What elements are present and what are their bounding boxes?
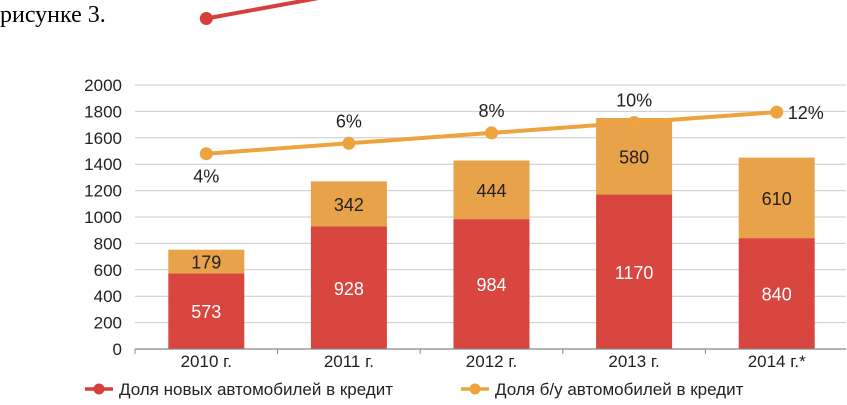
bar-new-cars bbox=[168, 273, 245, 349]
point-used-cars bbox=[485, 126, 498, 140]
pct-label-used-cars: 4% bbox=[193, 167, 219, 187]
y-tick-label: 600 bbox=[94, 261, 122, 280]
bar-label-used-cars: 610 bbox=[762, 189, 792, 209]
y-tick-label: 1800 bbox=[84, 102, 122, 121]
bar-label-new-cars: 984 bbox=[476, 275, 506, 295]
share-lines: 30%35%40%45%35%4%6%8%10%12% bbox=[188, 0, 824, 187]
bar-used-cars bbox=[168, 249, 245, 274]
bar-label-used-cars: 342 bbox=[334, 195, 364, 215]
pct-label-new-cars: 35% bbox=[788, 0, 824, 3]
y-tick-label: 1400 bbox=[84, 155, 122, 174]
pct-label-new-cars: 30% bbox=[188, 0, 224, 4]
x-tick-label: 2014 г.* bbox=[748, 352, 806, 371]
y-tick-label: 1200 bbox=[84, 182, 122, 201]
bar-new-cars bbox=[596, 194, 673, 349]
point-used-cars bbox=[199, 147, 213, 161]
pct-label-used-cars: 12% bbox=[788, 103, 824, 123]
bars: 573 179 928 342 984 444 1170 580 840 610 bbox=[168, 118, 815, 349]
legend: Доля новых автомобилей в кредит Доля б/у… bbox=[85, 380, 744, 399]
pct-label-used-cars: 6% bbox=[336, 111, 362, 131]
x-tick-label: 2012 г. bbox=[466, 352, 517, 371]
line-new-cars bbox=[205, 0, 319, 21]
bar-used-cars bbox=[453, 160, 530, 220]
caption-text: рисунке 3. bbox=[0, 2, 106, 28]
y-tick-label: 2000 bbox=[84, 76, 122, 95]
bar-used-cars bbox=[310, 181, 387, 227]
legend-marker-dot-new bbox=[93, 383, 105, 395]
y-tick-label: 800 bbox=[94, 234, 122, 253]
y-tick-label: 400 bbox=[94, 287, 122, 306]
y-axis: 0 200 400 600 800 1000 1200 1400 1600 1800 2000 bbox=[84, 76, 122, 359]
x-axis: 2010 г. 2011 г. 2012 г. 2013 г. 2014 г.* bbox=[134, 348, 846, 371]
pct-label-used-cars: 10% bbox=[616, 91, 652, 111]
bar-label-used-cars: 580 bbox=[619, 147, 649, 167]
legend-label-used: Доля б/у автомобилей в кредит bbox=[495, 380, 744, 399]
point-new-cars bbox=[199, 12, 213, 25]
bar-label-used-cars: 179 bbox=[191, 253, 221, 273]
bar-new-cars bbox=[738, 238, 815, 349]
y-tick-label: 1600 bbox=[84, 129, 122, 148]
bar-label-new-cars: 1170 bbox=[615, 263, 654, 283]
legend-label-new: Доля новых автомобилей в кредит bbox=[119, 380, 393, 399]
bar-used-cars bbox=[596, 118, 673, 195]
x-tick-label: 2013 г. bbox=[608, 352, 659, 371]
bar-label-new-cars: 573 bbox=[191, 302, 221, 322]
pct-label-used-cars: 8% bbox=[478, 101, 504, 121]
point-used-cars bbox=[770, 105, 784, 119]
x-tick-label: 2010 г. bbox=[181, 352, 232, 371]
y-tick-label: 0 bbox=[113, 340, 122, 359]
bar-label-used-cars: 444 bbox=[476, 181, 506, 201]
point-used-cars bbox=[627, 116, 641, 129]
bar-used-cars bbox=[738, 157, 815, 239]
y-tick-label: 200 bbox=[94, 314, 122, 333]
x-tick-label: 2011 г. bbox=[324, 352, 374, 371]
bar-new-cars bbox=[453, 219, 530, 349]
point-used-cars bbox=[342, 136, 356, 150]
y-tick-label: 1000 bbox=[84, 208, 122, 227]
bar-label-new-cars: 840 bbox=[762, 285, 792, 305]
legend-marker-dot-used bbox=[469, 383, 481, 395]
bar-new-cars bbox=[310, 226, 387, 349]
bar-label-new-cars: 928 bbox=[334, 279, 364, 299]
